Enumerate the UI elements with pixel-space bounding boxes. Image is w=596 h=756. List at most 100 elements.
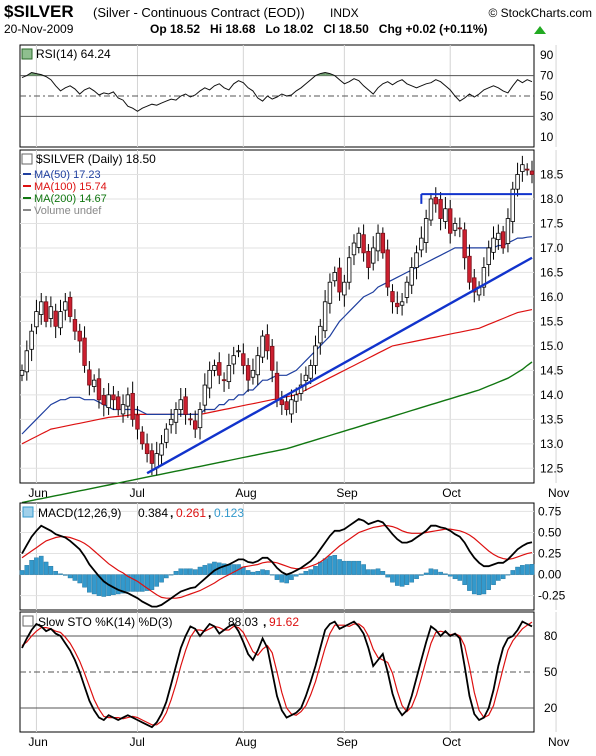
macd-histogram-bar	[443, 573, 448, 575]
candle-body	[515, 174, 520, 190]
candle-body	[202, 384, 208, 406]
candle-body	[164, 428, 169, 443]
macd-histogram-bar	[370, 569, 376, 575]
candle-body	[82, 337, 87, 366]
candle-body	[197, 409, 203, 429]
macd-histogram-bar	[486, 574, 491, 590]
sto-axis: 80 50 20	[544, 629, 558, 715]
candle-body	[351, 242, 357, 256]
candle-body	[106, 394, 111, 408]
price-tick-label: 13.0	[540, 437, 564, 451]
macd-histogram-bar	[120, 574, 126, 594]
rsi-tick-label: 30	[540, 109, 554, 123]
candle-body	[346, 257, 352, 283]
macd-histogram-bar	[390, 574, 395, 583]
macd-histogram-bar	[524, 564, 530, 575]
support-trendline	[146, 256, 533, 475]
macd-histogram-bar	[447, 574, 453, 577]
price-legend: $SILVER (Daily) 18.50 MA(50) 17.23MA(100)…	[21, 152, 156, 217]
price-legend-title: $SILVER (Daily) 18.50	[36, 152, 156, 166]
candle-body	[101, 394, 106, 406]
candle-body	[491, 237, 496, 253]
price-tick-label: 13.5	[540, 412, 564, 426]
candle-body	[178, 399, 183, 410]
candle-body	[231, 355, 236, 365]
candle-body	[303, 374, 309, 382]
candle-body	[241, 353, 246, 366]
month-tick-label: Aug	[235, 486, 256, 500]
macd-tick-label: 0.50	[538, 525, 562, 539]
candle-body	[116, 396, 121, 410]
candle-body	[149, 450, 155, 464]
macd-histogram-bar	[366, 569, 371, 575]
candle-body	[72, 319, 78, 332]
candle-body	[188, 418, 193, 421]
candle-body	[505, 218, 511, 244]
candle-body	[380, 232, 386, 254]
macd-panel: 0.75 0.50 0.25 0.00 -0.25 MACD(12,26,9) 0.38…	[19, 502, 566, 611]
macd-legend: MACD(12,26,9) 0.384 , 0.261 , 0.123	[22, 506, 244, 520]
macd-histogram-bar	[29, 560, 34, 575]
macd-label-name: MACD(12,26,9)	[38, 506, 121, 520]
candle-body	[173, 409, 179, 423]
macd-histogram-bar	[255, 571, 261, 575]
month-tick-label: Nov	[548, 486, 569, 500]
candle-body	[24, 350, 30, 373]
candle-body	[452, 223, 458, 231]
candle-body	[395, 302, 400, 308]
macd-histogram-bar	[433, 569, 439, 575]
sto-label-sep: ,	[263, 615, 266, 629]
candle-body	[87, 369, 92, 386]
macd-histogram-bar	[87, 574, 92, 593]
macd-histogram	[19, 555, 535, 597]
macd-histogram-bar	[212, 561, 217, 575]
macd-histogram-bar	[130, 574, 135, 592]
candle-body	[250, 369, 256, 378]
price-legend-item: MA(50) 17.23	[34, 169, 101, 181]
macd-histogram-bar	[265, 570, 270, 575]
macd-histogram-bar	[351, 560, 357, 575]
candle-body	[467, 255, 472, 283]
candle-body	[265, 334, 270, 352]
exchange-label: INDX	[330, 6, 359, 20]
candle-body	[423, 218, 429, 243]
candle-body	[183, 396, 188, 415]
macd-histogram-bar	[34, 557, 39, 575]
source-watermark[interactable]: © StockCharts.com	[488, 6, 592, 20]
month-tick-label: Nov	[548, 735, 569, 749]
macd-histogram-bar	[231, 564, 236, 575]
macd-histogram-bar	[250, 571, 256, 575]
macd-histogram-bar	[308, 569, 313, 575]
candle-body	[140, 431, 145, 445]
candle-body	[34, 311, 39, 328]
up-arrow-icon	[534, 26, 546, 34]
macd-histogram-bar	[409, 574, 415, 583]
macd-histogram-bar	[279, 574, 285, 583]
macd-histogram-bar	[515, 566, 520, 575]
macd-histogram-bar	[24, 565, 30, 575]
candle-body	[159, 443, 164, 456]
price-tick-label: 15.5	[540, 314, 564, 328]
macd-histogram-bar	[510, 570, 516, 575]
macd-histogram-bar	[284, 574, 289, 584]
macd-histogram-bar	[322, 558, 328, 575]
macd-histogram-bar	[38, 555, 44, 575]
price-tick-label: 14.5	[540, 363, 564, 377]
candle-body	[43, 301, 49, 322]
candle-body	[154, 453, 159, 469]
macd-histogram-bar	[356, 560, 362, 575]
macd-histogram-bar	[327, 555, 333, 575]
macd-histogram-bar	[197, 566, 203, 575]
month-tick-label: Jun	[28, 735, 47, 749]
stochastic-panel: 80 50 20 Slow STO %K(14) %D(3) 88.03 , 91.…	[19, 611, 558, 733]
candle-body	[361, 234, 366, 254]
candle-body	[284, 401, 289, 410]
macd-histogram-bar	[337, 559, 342, 575]
macd-histogram-bar	[419, 574, 424, 576]
macd-legend-swatch	[22, 506, 34, 518]
candle-body	[496, 232, 501, 241]
macd-histogram-bar	[245, 570, 251, 575]
trendline-annotations	[146, 193, 533, 475]
candle-body	[96, 378, 102, 401]
candle-body	[457, 227, 463, 230]
